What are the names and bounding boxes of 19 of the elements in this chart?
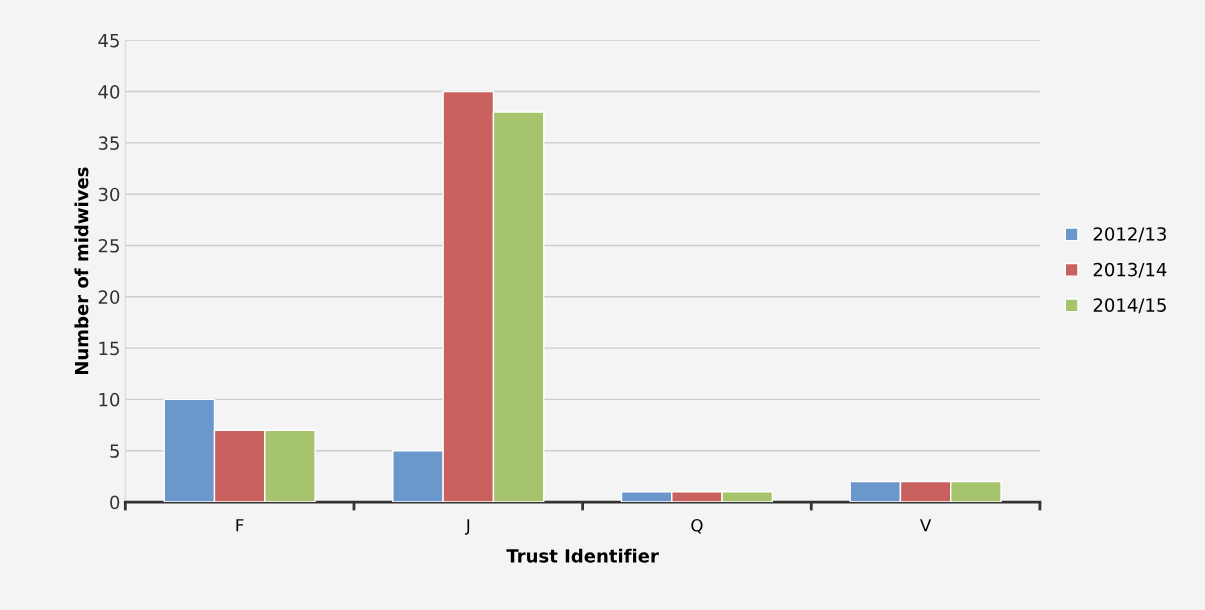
- legend-label: 2013/14: [1093, 262, 1167, 278]
- y-tick-label: 20: [98, 290, 120, 304]
- y-tick-label: 0: [110, 495, 120, 510]
- y-axis-title: Number of midwives: [74, 167, 89, 375]
- y-tick-label: 40: [98, 85, 120, 99]
- y-tick-label: 5: [110, 444, 119, 458]
- y-tick-label: 10: [99, 392, 120, 407]
- legend-label: 2014/15: [1093, 298, 1166, 314]
- y-tick-label: 25: [98, 238, 119, 253]
- x-tick-label: V: [920, 519, 932, 532]
- y-tick-label: 35: [98, 136, 119, 150]
- x-tick-label: Q: [691, 518, 703, 534]
- y-tick-label: 30: [98, 187, 120, 202]
- y-tick-label: 15: [99, 341, 119, 356]
- x-tick-label: J: [464, 519, 470, 535]
- x-axis-title: Trust Identifier: [506, 548, 659, 563]
- x-tick-label: F: [236, 519, 244, 532]
- y-tick-label: 45: [98, 33, 119, 48]
- legend-label: 2012/13: [1093, 227, 1166, 243]
